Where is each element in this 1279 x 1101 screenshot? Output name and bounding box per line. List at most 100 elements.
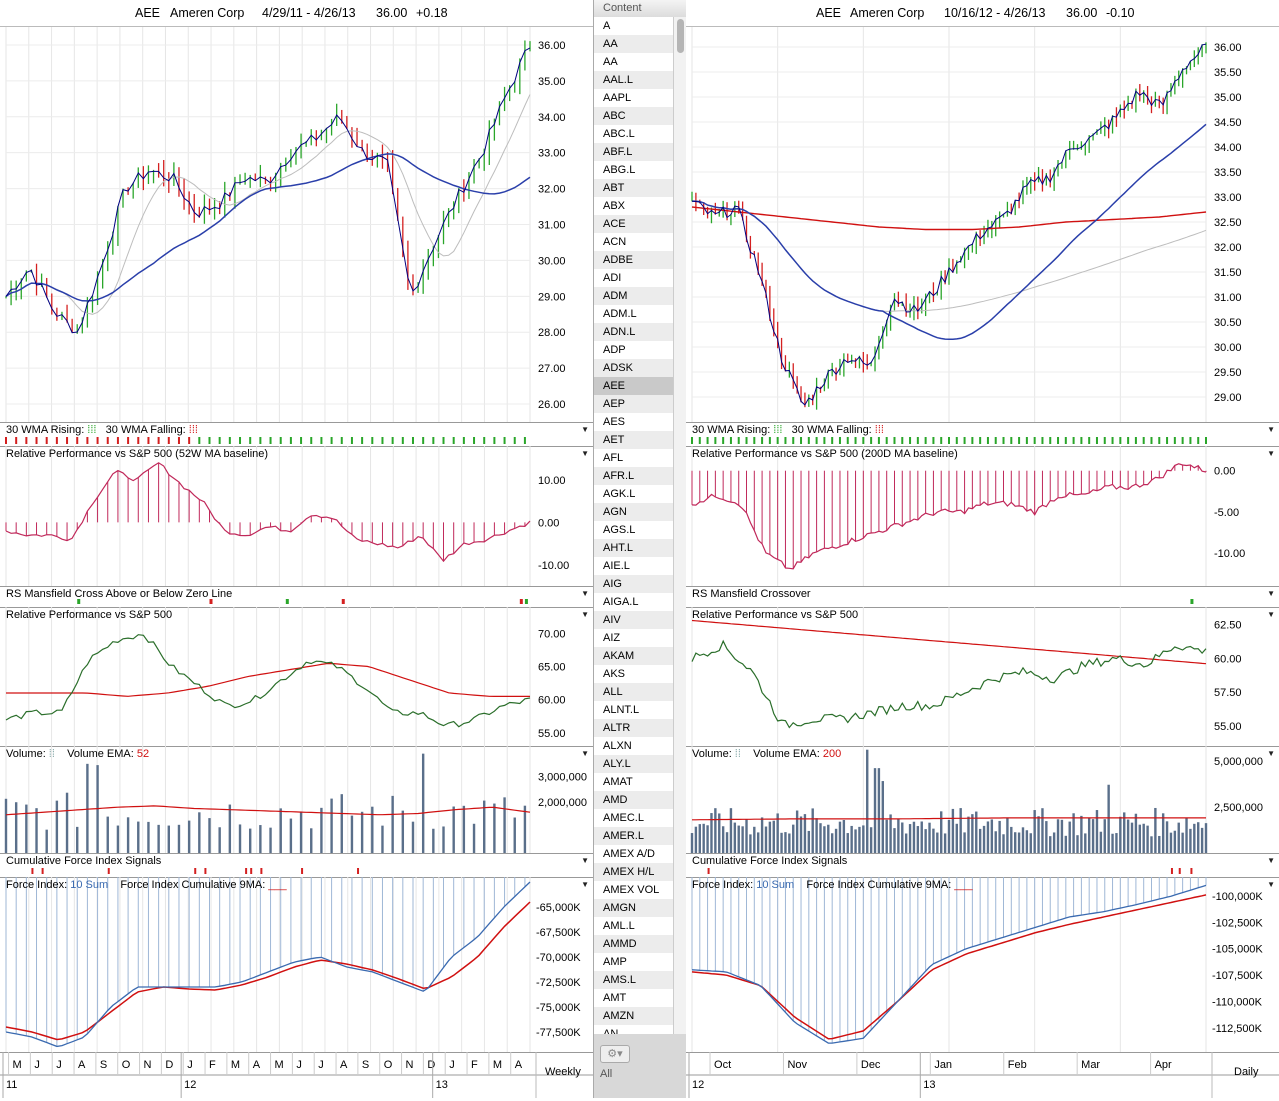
chevron-down-icon[interactable]: ▼ <box>581 880 589 889</box>
chevron-down-icon[interactable]: ▼ <box>581 449 589 458</box>
symbol-list-item[interactable]: AKAM <box>594 647 673 665</box>
symbol-list-item[interactable]: AAL.L <box>594 71 673 89</box>
symbol-list-item[interactable]: ADM.L <box>594 305 673 323</box>
chevron-down-icon[interactable]: ▼ <box>1267 880 1275 889</box>
symbol-list-item[interactable]: AIE.L <box>594 557 673 575</box>
chevron-down-icon[interactable]: ▼ <box>581 610 589 619</box>
symbol-list-item[interactable]: AGN <box>594 503 673 521</box>
symbol-list-item[interactable]: AES <box>594 413 673 431</box>
symbol-list-item[interactable]: ABX <box>594 197 673 215</box>
symbol-list-item[interactable]: ABG.L <box>594 161 673 179</box>
symbol-list-item[interactable]: AA <box>594 53 673 71</box>
price-pane[interactable]: 36.00 35.50 35.00 34.50 34.00 33.50 33.00 32.50… <box>686 27 1279 423</box>
fi-cum-label: Force Index Cumulative 9MA: <box>120 879 266 891</box>
wma-mark <box>1127 437 1130 444</box>
symbol-list-item[interactable]: A <box>594 17 673 35</box>
symbol-list-item[interactable]: AMMD <box>594 935 673 953</box>
symbol-list-item[interactable]: AEE <box>594 377 673 395</box>
chevron-down-icon[interactable]: ▼ <box>1267 449 1275 458</box>
symbol-list-item[interactable]: AMER.L <box>594 827 673 845</box>
symbol-list-item[interactable]: AN <box>594 1025 673 1034</box>
list-header[interactable]: Content <box>594 0 687 18</box>
symbol-list-item[interactable]: AMT <box>594 989 673 1007</box>
chevron-down-icon[interactable]: ▼ <box>581 589 589 598</box>
symbol-list-item[interactable]: AIG <box>594 575 673 593</box>
volume-bar <box>877 768 881 853</box>
fi-axis-label: -70,000K <box>536 952 581 964</box>
symbol-list-item[interactable]: ADSK <box>594 359 673 377</box>
all-button[interactable]: All <box>600 1068 613 1080</box>
symbol-list-item[interactable]: AHT.L <box>594 539 673 557</box>
symbol-list-item[interactable]: AMZN <box>594 1007 673 1025</box>
symbol-list-item[interactable]: AMD <box>594 791 673 809</box>
price-axis-label: 33.00 <box>538 148 566 160</box>
wma-mark <box>698 437 701 444</box>
wma-mark <box>877 437 880 444</box>
scroll-thumb[interactable] <box>677 19 684 53</box>
period-label[interactable]: Daily <box>1234 1066 1259 1078</box>
symbol-list-item[interactable]: AIGA.L <box>594 593 673 611</box>
symbol-list-item[interactable]: ALTR <box>594 719 673 737</box>
volume-bar <box>126 817 130 853</box>
symbol-list-item[interactable]: AFL <box>594 449 673 467</box>
symbol-list-item[interactable]: AEP <box>594 395 673 413</box>
chevron-down-icon[interactable]: ▼ <box>581 856 589 865</box>
gear-icon[interactable]: ⚙▾ <box>600 1045 630 1063</box>
symbol-list-item[interactable]: ADBE <box>594 251 673 269</box>
chevron-down-icon[interactable]: ▼ <box>1267 589 1275 598</box>
volume-bar <box>523 805 527 853</box>
symbol-list-item[interactable]: AKS <box>594 665 673 683</box>
symbol-list-item[interactable]: ACN <box>594 233 673 251</box>
symbol-list-item[interactable]: AIZ <box>594 629 673 647</box>
chevron-down-icon[interactable]: ▼ <box>581 749 589 758</box>
symbol-list-item[interactable]: ADM <box>594 287 673 305</box>
symbol-list-item[interactable]: AMP <box>594 953 673 971</box>
symbol-list-item[interactable]: AGK.L <box>594 485 673 503</box>
symbol-list-item[interactable]: ABC.L <box>594 125 673 143</box>
symbol-list-item[interactable]: ABF.L <box>594 143 673 161</box>
symbol-list-item[interactable]: ABT <box>594 179 673 197</box>
symbol-list-item[interactable]: AA <box>594 35 673 53</box>
chevron-down-icon[interactable]: ▼ <box>1267 856 1275 865</box>
symbol-list-item[interactable]: ACE <box>594 215 673 233</box>
symbol-list-item[interactable]: ADN.L <box>594 323 673 341</box>
symbol-list-item[interactable]: AML.L <box>594 917 673 935</box>
volume-bar <box>1107 784 1110 853</box>
symbol-list-item[interactable]: AMEX H/L <box>594 863 673 881</box>
chevron-down-icon[interactable]: ▼ <box>1267 425 1275 434</box>
chevron-down-icon[interactable]: ▼ <box>581 425 589 434</box>
symbol-list-item[interactable]: AGS.L <box>594 521 673 539</box>
symbol-list-item[interactable]: ALY.L <box>594 755 673 773</box>
month-label: Nov <box>787 1059 807 1071</box>
symbol-list[interactable]: A AA AA AAL.L AAPL ABC ABC.L ABF.L ABG.L ABT ABX AC… <box>594 17 673 1034</box>
symbol-list-item[interactable]: AMGN <box>594 899 673 917</box>
month-label: O <box>122 1059 131 1071</box>
symbol-list-item[interactable]: ALL <box>594 683 673 701</box>
wma-mark <box>300 437 303 444</box>
symbol-list-item[interactable]: AMAT <box>594 773 673 791</box>
price-pane[interactable]: 36.00 35.00 34.00 33.00 32.00 31.00 30.00 29.00… <box>0 27 593 423</box>
symbol-list-item[interactable]: AET <box>594 431 673 449</box>
chevron-down-icon[interactable]: ▼ <box>1267 610 1275 619</box>
symbol-list-item[interactable]: ALNT.L <box>594 701 673 719</box>
wma-mark <box>310 437 313 444</box>
symbol-list-item[interactable]: AFR.L <box>594 467 673 485</box>
wma-mark <box>1072 437 1075 444</box>
period-label[interactable]: Weekly <box>545 1066 581 1078</box>
list-scrollbar[interactable] <box>673 17 687 1034</box>
symbol-list-item[interactable]: ALXN <box>594 737 673 755</box>
symbol-list-item[interactable]: AMEX A/D <box>594 845 673 863</box>
symbol-list-item[interactable]: AMEX VOL <box>594 881 673 899</box>
symbol-list-item[interactable]: ABC <box>594 107 673 125</box>
fi-axis-label: -72,500K <box>536 977 581 989</box>
volume-bar <box>1041 808 1044 853</box>
symbol-list-item[interactable]: AAPL <box>594 89 673 107</box>
symbol-list-item[interactable]: ADP <box>594 341 673 359</box>
symbol-list-item[interactable]: AMEC.L <box>594 809 673 827</box>
symbol-list-item[interactable]: AIV <box>594 611 673 629</box>
chevron-down-icon[interactable]: ▼ <box>1267 749 1275 758</box>
volume-bar <box>866 749 869 853</box>
symbol-list-item[interactable]: AMS.L <box>594 971 673 989</box>
volume-bar <box>823 826 826 853</box>
symbol-list-item[interactable]: ADI <box>594 269 673 287</box>
